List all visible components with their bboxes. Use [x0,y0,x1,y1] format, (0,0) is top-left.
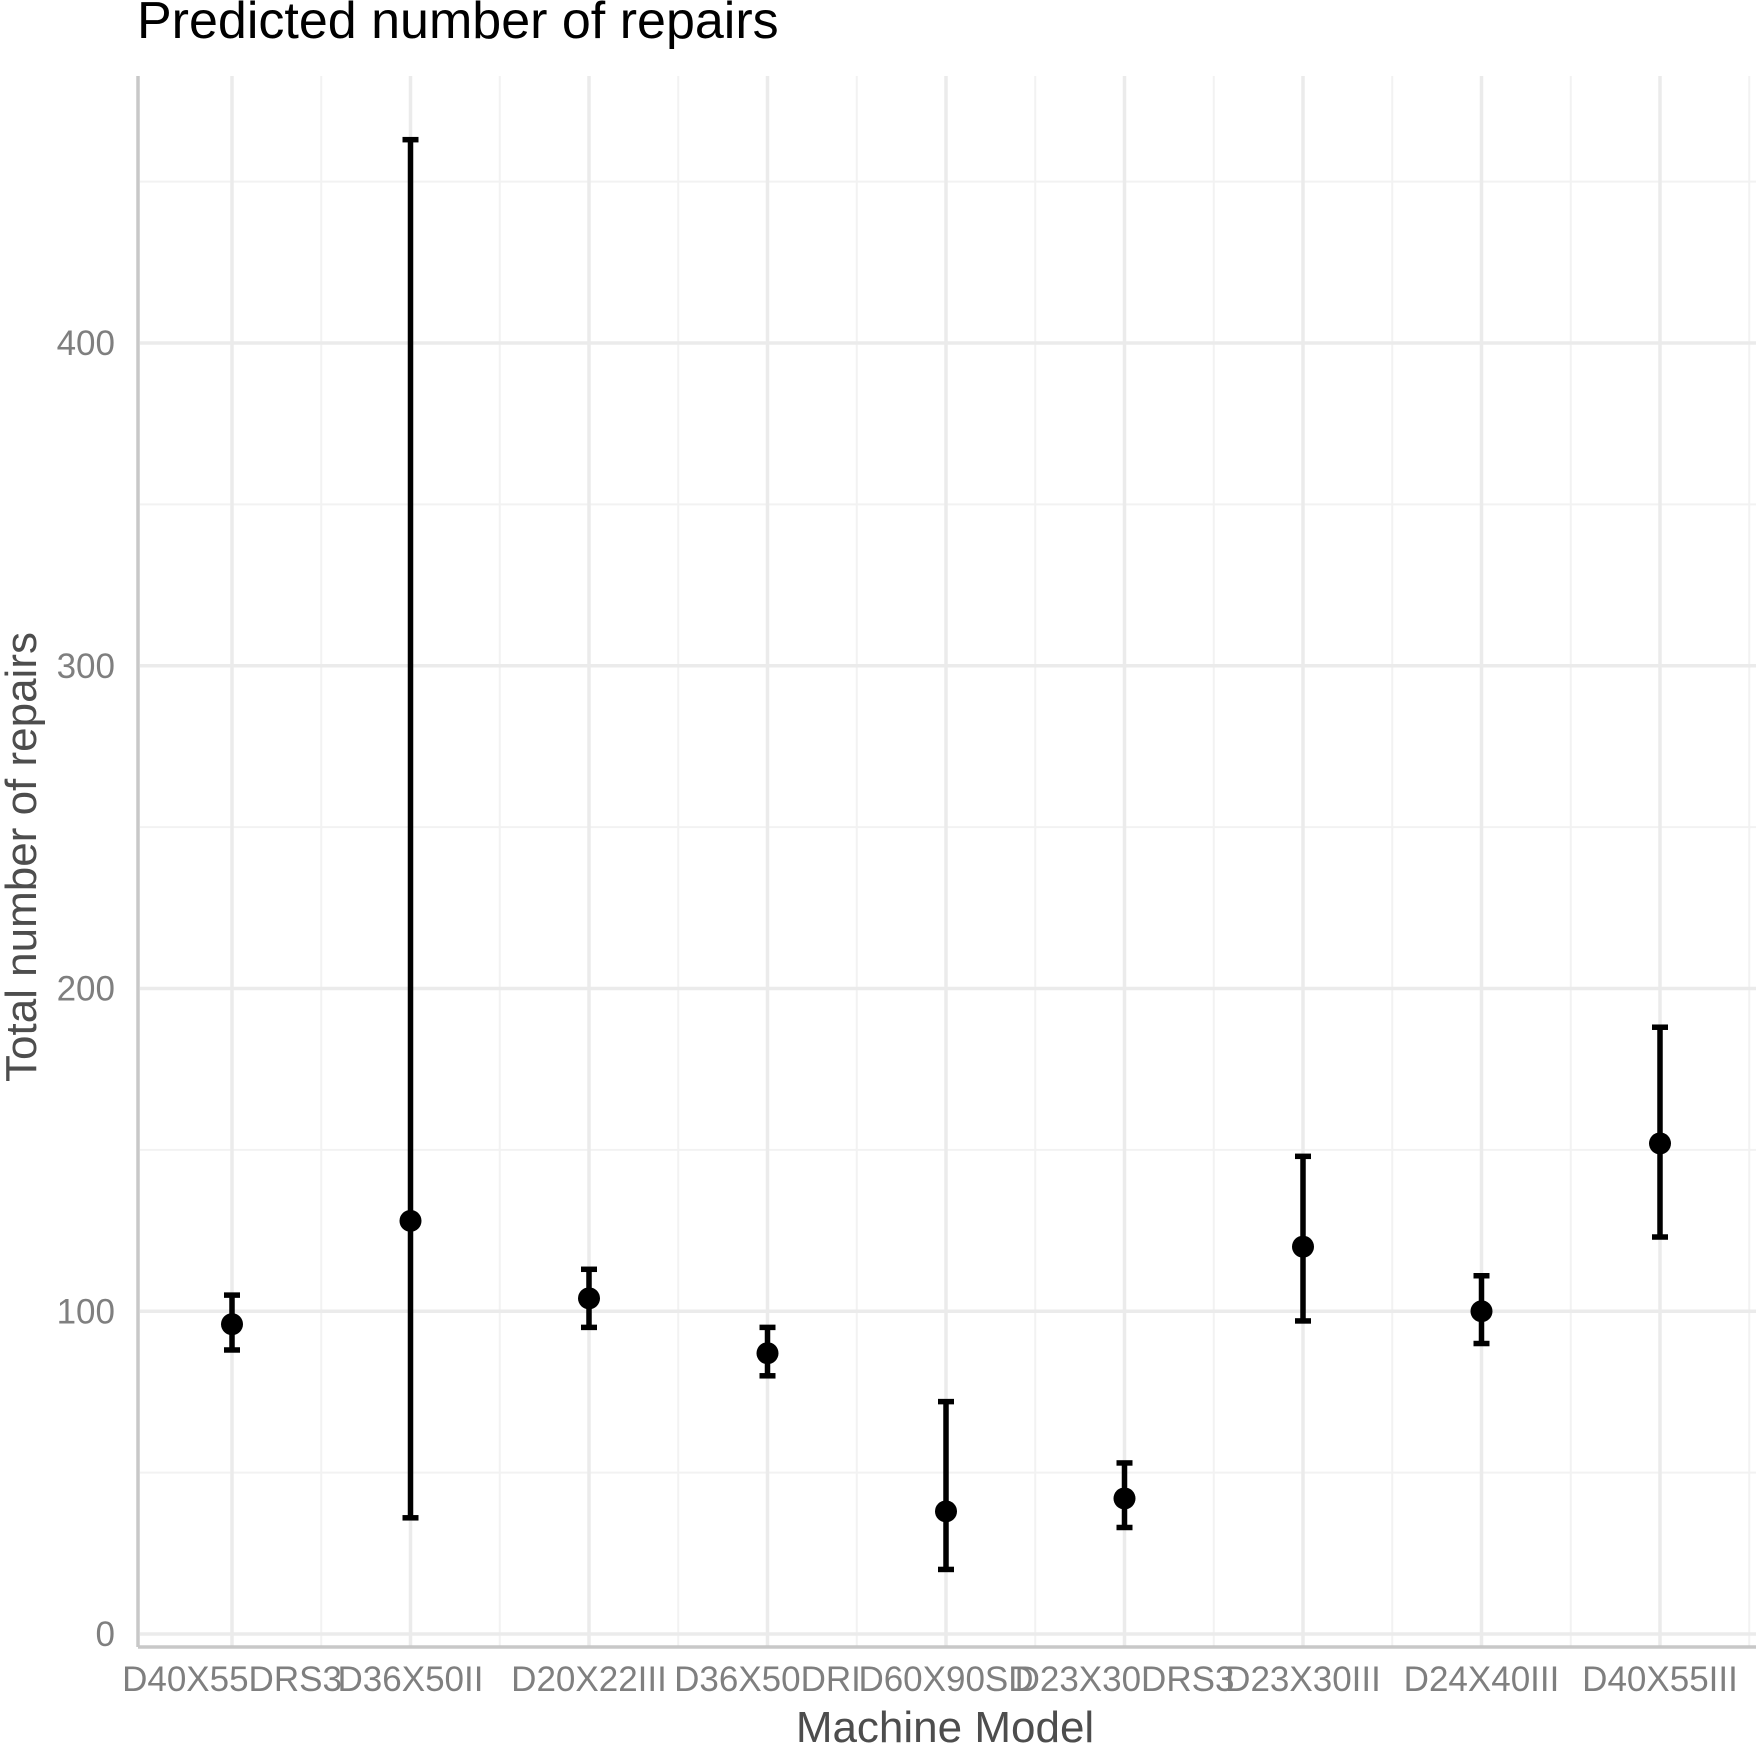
y-tick-label: 200 [57,970,115,1009]
x-tick-label: D20X22III [511,1660,667,1699]
data-point [1470,1300,1493,1323]
grid [140,76,1756,1647]
data-marks [221,136,1671,1573]
x-tick-label: D60X90SD [858,1660,1033,1699]
data-point [1113,1487,1136,1510]
y-axis-title: Total number of repairs [0,632,46,1082]
x-tick-label: D40X55III [1582,1660,1738,1699]
x-axis-title: Machine Model [796,1703,1094,1744]
y-tick-label: 400 [57,324,115,363]
y-tick-label: 300 [57,647,115,686]
data-point [1649,1132,1671,1155]
x-tick-label: D36X50DRI [674,1660,861,1699]
y-tick-label: 100 [57,1292,115,1331]
chart-title: Predicted number of repairs [137,0,779,50]
y-tick-label: 0 [96,1615,115,1654]
data-point [756,1342,779,1365]
data-point [1292,1235,1314,1258]
x-tick-label: D23X30III [1225,1660,1381,1699]
data-point [221,1313,243,1336]
data-point [578,1287,600,1310]
data-point [935,1500,957,1523]
x-tick-label: D40X55DRS3 [122,1660,342,1699]
error-bar [938,1398,954,1573]
axes [136,76,1756,1649]
data-point [399,1209,422,1232]
x-tick-label: D23X30DRS3 [1015,1660,1235,1699]
error-bar [402,136,419,1521]
x-tick-label: D36X50II [338,1660,484,1699]
error-bar [1652,1024,1668,1240]
x-tick-label: D24X40III [1404,1660,1560,1699]
